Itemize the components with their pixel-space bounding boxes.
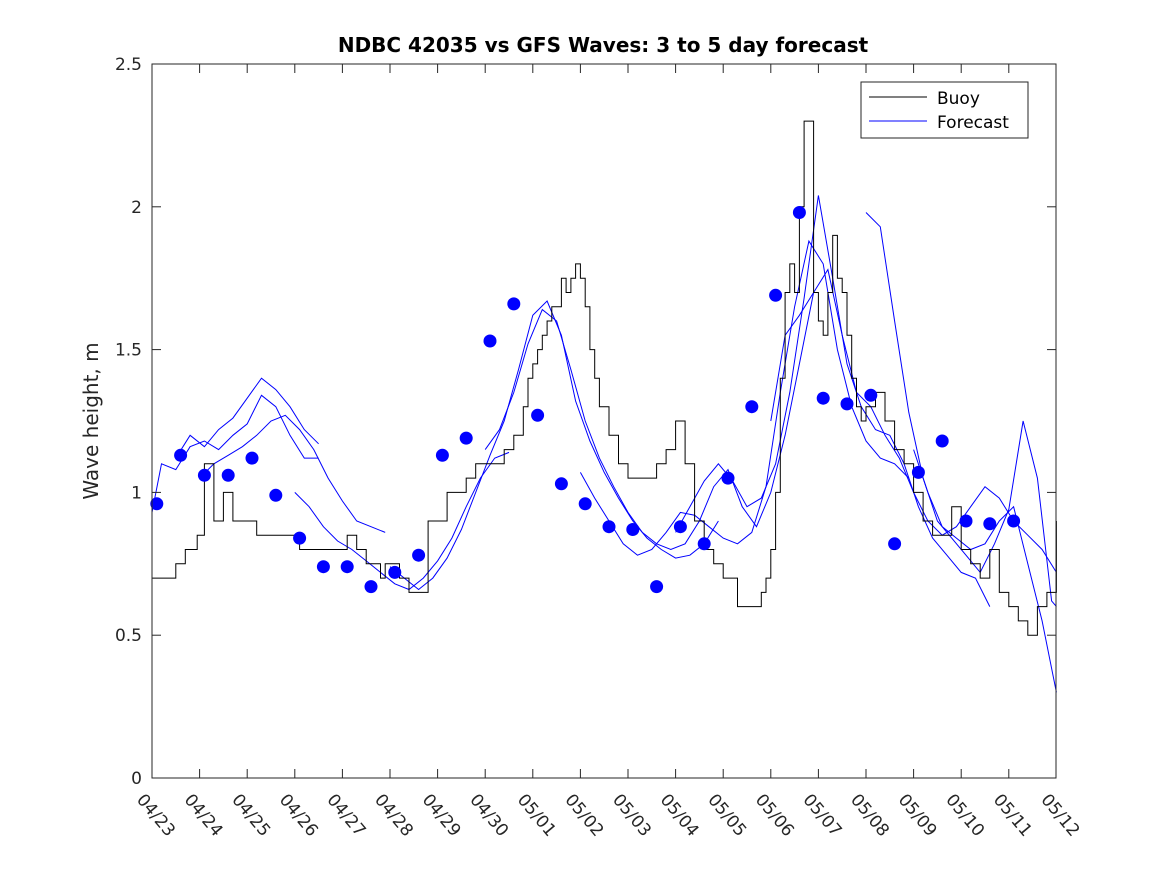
- legend: Buoy Forecast: [860, 81, 1029, 139]
- x-tick-label: 04/29: [418, 790, 465, 840]
- buoy-series-line: [152, 120, 1057, 636]
- forecast-point: [769, 288, 783, 302]
- forecast-point: [792, 206, 806, 219]
- x-tick-label: 05/09: [894, 790, 941, 840]
- forecast-point: [388, 565, 402, 579]
- forecast-point: [364, 580, 378, 594]
- forecast-run-line-0: [151, 394, 319, 513]
- forecast-point: [721, 471, 735, 485]
- forecast-point: [578, 497, 592, 511]
- forecast-point: [626, 523, 640, 536]
- forecast-point: [554, 477, 568, 491]
- forecast-point: [602, 520, 616, 534]
- y-tick-label: 2.5: [115, 55, 142, 75]
- forecast-run-line-5: [484, 292, 815, 551]
- x-tick-label: 05/12: [1037, 790, 1084, 840]
- forecast-run-line-6: [579, 239, 910, 556]
- forecast-point: [174, 448, 188, 462]
- buoy-line: [152, 120, 1057, 636]
- x-tick-label: 05/04: [656, 790, 703, 840]
- x-tick-label: 05/08: [846, 790, 893, 840]
- forecast-point: [340, 560, 354, 574]
- chart-title: NDBC 42035 vs GFS Waves: 3 to 5 day fore…: [338, 33, 869, 57]
- x-tick-label: 04/27: [323, 790, 370, 840]
- x-tick-label: 04/26: [275, 790, 322, 840]
- forecast-point: [293, 531, 307, 545]
- plot-frame: [151, 63, 1057, 779]
- forecast-point: [221, 468, 235, 482]
- forecast-run-line-2: [199, 414, 386, 533]
- forecast-point: [864, 388, 878, 402]
- x-tick-label: 04/25: [227, 790, 274, 840]
- forecast-point: [1007, 514, 1021, 528]
- y-tick-label: 2: [131, 198, 142, 218]
- forecast-run-line-9: [865, 212, 1057, 607]
- legend-box: [860, 81, 1029, 139]
- x-tick-label: 05/03: [608, 790, 655, 840]
- forecast-point: [673, 520, 687, 534]
- forecast-point: [459, 431, 473, 445]
- forecast-point: [197, 468, 211, 482]
- x-tick-label: 04/24: [180, 790, 227, 840]
- forecast-markers: [150, 206, 1021, 594]
- forecast-point: [412, 548, 426, 562]
- forecast-point: [150, 497, 164, 511]
- legend-label-forecast: Forecast: [937, 113, 1009, 133]
- y-axis-ticks: 0 0.5 1 1.5 2 2.5: [115, 55, 1056, 789]
- forecast-point: [911, 465, 925, 479]
- y-tick-label: 1: [131, 483, 142, 503]
- y-axis-label: Wave height, m: [79, 342, 103, 499]
- legend-label-buoy: Buoy: [937, 89, 980, 109]
- forecast-point: [840, 397, 854, 411]
- forecast-point: [435, 448, 449, 462]
- forecast-point: [269, 488, 283, 502]
- plot-area: [152, 64, 1056, 778]
- forecast-point: [816, 391, 830, 405]
- forecast-run-line-1: [175, 377, 319, 459]
- x-tick-label: 05/06: [751, 790, 798, 840]
- x-tick-label: 04/28: [370, 790, 417, 840]
- x-tick-label: 04/23: [132, 790, 179, 840]
- forecast-point: [983, 517, 997, 531]
- y-tick-label: 0: [131, 769, 142, 789]
- x-tick-label: 05/01: [513, 790, 560, 840]
- forecast-point: [959, 514, 973, 528]
- forecast-point: [650, 580, 664, 594]
- x-tick-label: 05/05: [703, 790, 750, 840]
- forecast-point: [697, 537, 711, 551]
- forecast-run-line-3: [294, 451, 510, 591]
- forecast-run-line-4: [389, 300, 719, 591]
- forecast-point: [483, 334, 497, 348]
- forecast-point: [316, 560, 330, 574]
- forecast-point: [935, 434, 949, 448]
- forecast-point: [531, 408, 545, 422]
- forecast-point: [507, 297, 521, 311]
- x-tick-label: 04/30: [465, 790, 512, 840]
- y-tick-label: 1.5: [115, 341, 142, 361]
- x-tick-label: 05/07: [799, 790, 846, 840]
- x-tick-label: 05/11: [989, 790, 1036, 840]
- y-tick-label: 0.5: [115, 626, 142, 646]
- forecast-point: [745, 400, 759, 414]
- forecast-point: [888, 537, 902, 551]
- forecast-run-line-10: [913, 449, 1057, 693]
- x-tick-label: 05/02: [561, 790, 608, 840]
- x-tick-label: 05/10: [941, 790, 988, 840]
- forecast-point: [245, 451, 259, 465]
